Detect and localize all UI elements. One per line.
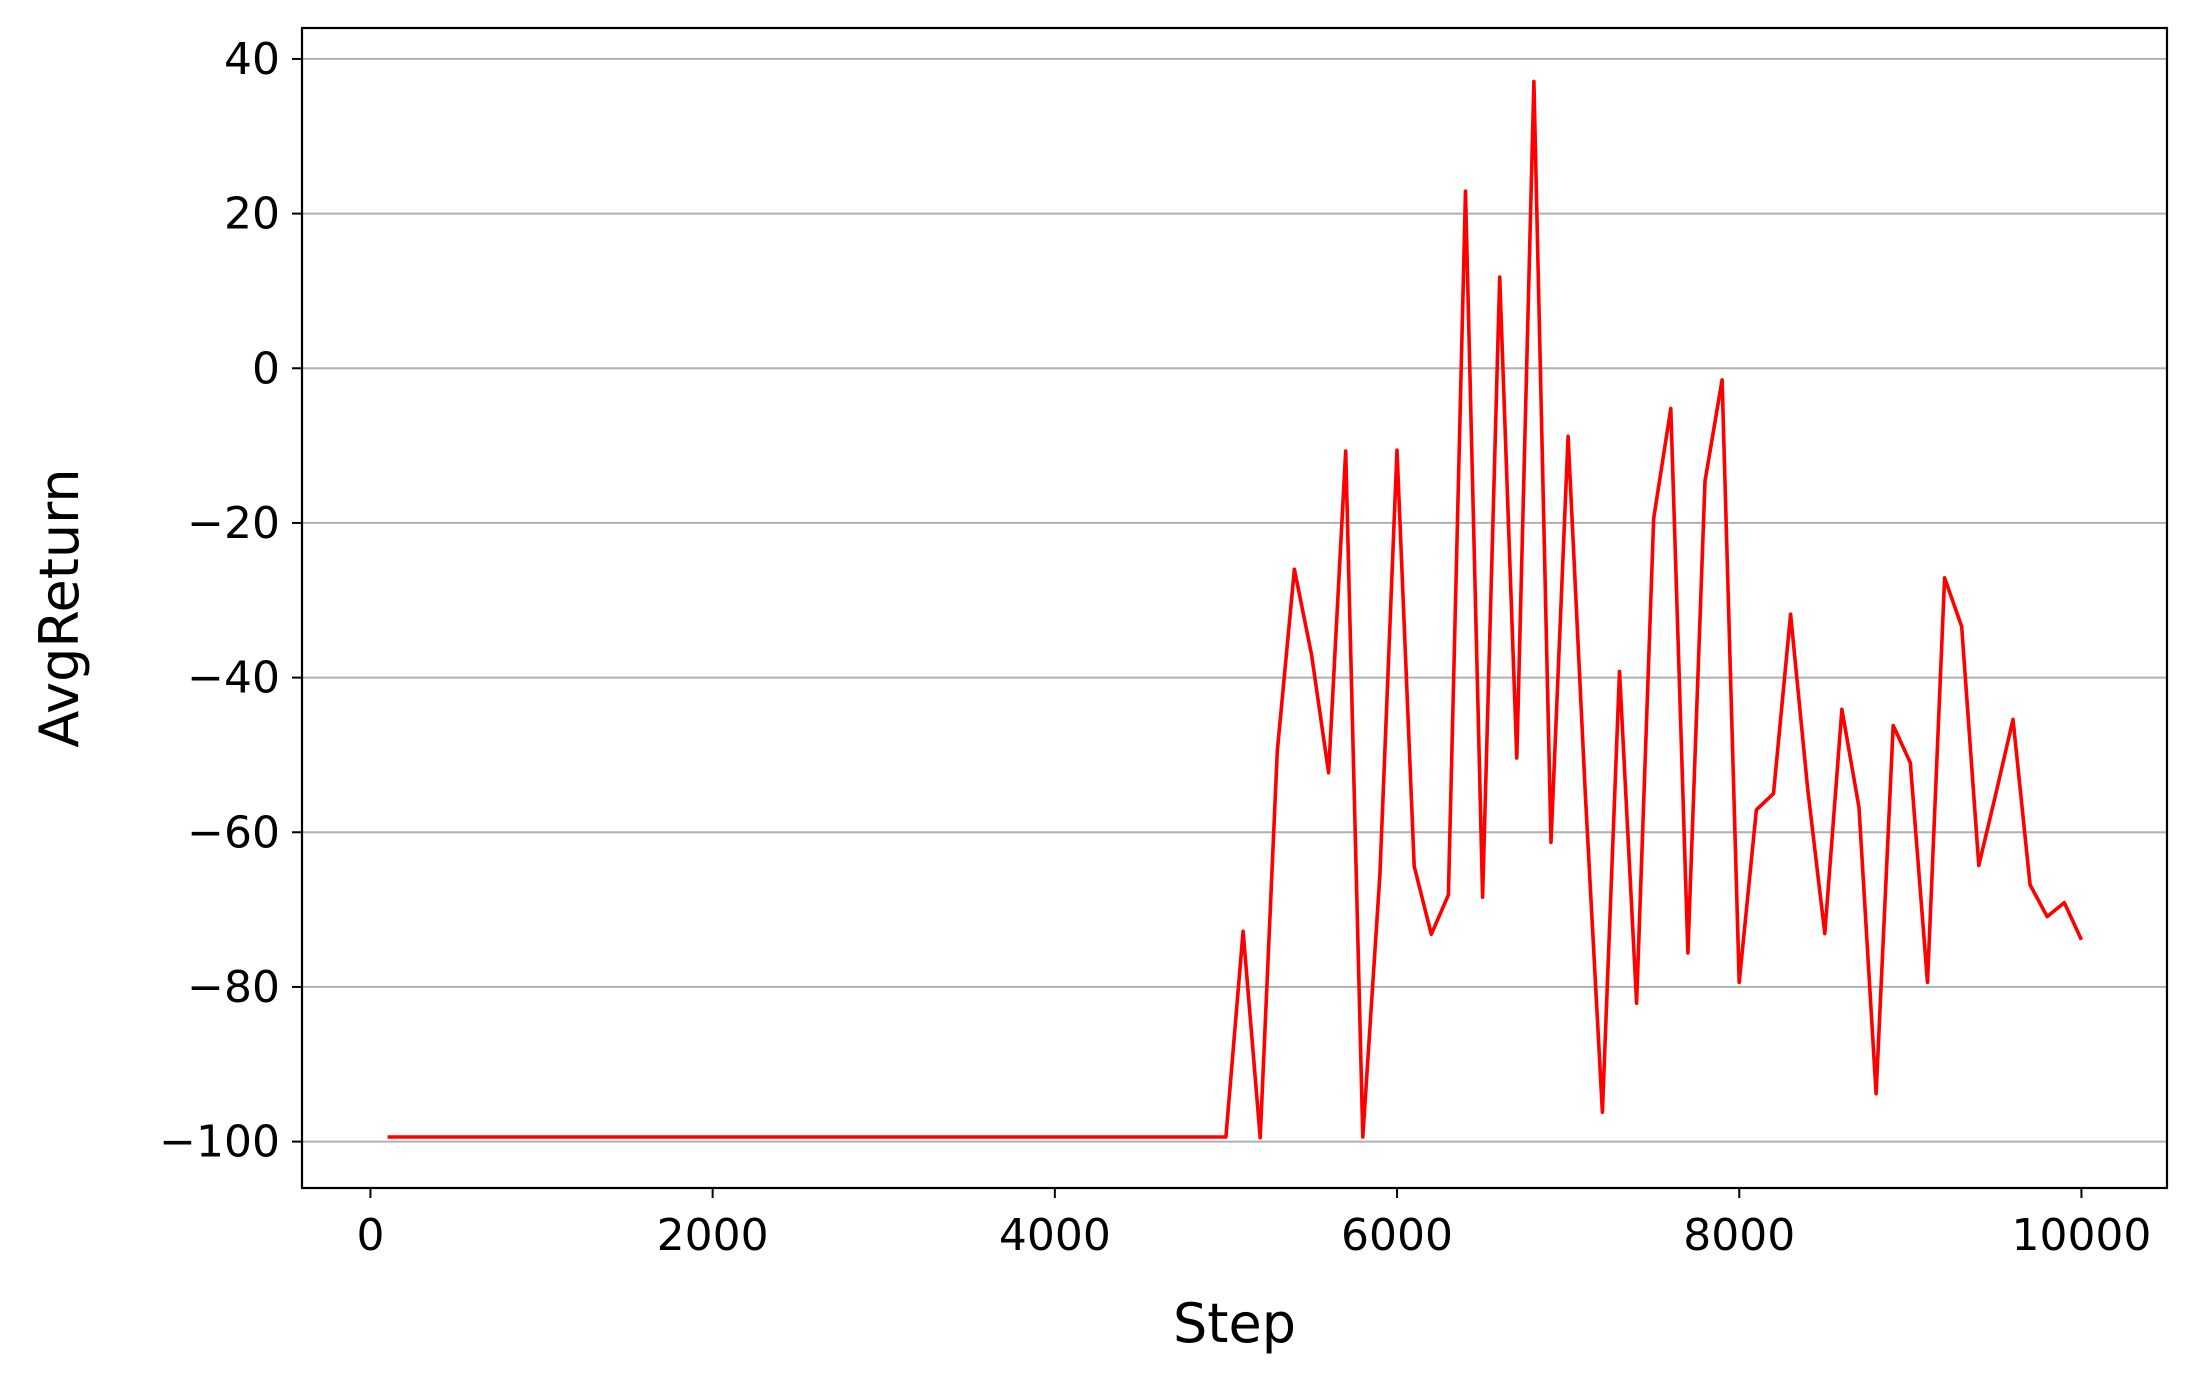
- gridlines: [302, 57, 2167, 1143]
- y-tick-label: −80: [187, 962, 280, 1013]
- series-layer: [387, 79, 2084, 1140]
- x-tick-label: 2000: [657, 1210, 769, 1261]
- y-tick-label: 20: [224, 189, 280, 240]
- y-axis-label: AvgReturn: [28, 468, 91, 747]
- x-tick-label: 6000: [1341, 1210, 1453, 1261]
- plot-frame: [300, 26, 2169, 1190]
- y-tick-label: 0: [252, 343, 280, 394]
- y-tick-label: −100: [159, 1117, 280, 1168]
- y-tick-label: −20: [187, 498, 280, 549]
- x-tick-label: 4000: [999, 1210, 1111, 1261]
- x-tick-label: 8000: [1683, 1210, 1795, 1261]
- x-tick-label: 0: [356, 1210, 384, 1261]
- x-axis-label: Step: [1173, 1292, 1296, 1355]
- x-tick-label: 10000: [2011, 1210, 2151, 1261]
- y-tick-label: −60: [187, 807, 280, 858]
- series-line: [387, 79, 2084, 1140]
- axis-ticks: −100 −80 −60 −40 −20 0 20 40 0 2000 4000 6000 8000 10…: [159, 34, 2151, 1261]
- y-tick-label: −40: [187, 653, 280, 704]
- y-tick-label: 40: [224, 34, 280, 85]
